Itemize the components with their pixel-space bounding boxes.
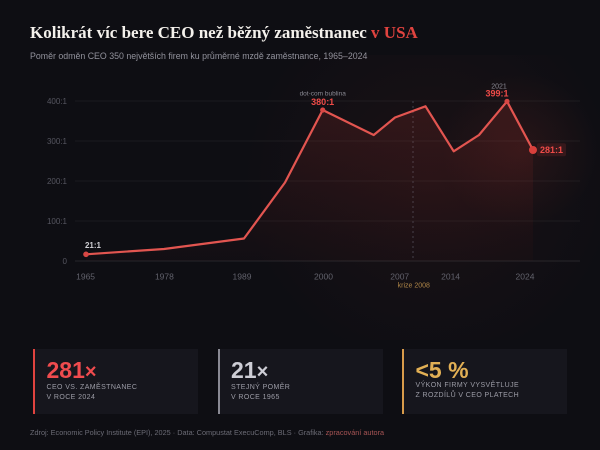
svg-text:krize 2008: krize 2008 (398, 283, 430, 290)
svg-text:380:1: 380:1 (311, 97, 334, 107)
svg-text:21:1: 21:1 (85, 241, 102, 250)
svg-text:399:1: 399:1 (485, 89, 508, 99)
svg-text:0: 0 (63, 257, 68, 266)
svg-text:100:1: 100:1 (47, 217, 68, 226)
svg-text:200:1: 200:1 (47, 177, 68, 186)
svg-text:2014: 2014 (441, 272, 460, 282)
svg-text:1978: 1978 (155, 272, 174, 282)
svg-text:1989: 1989 (233, 272, 252, 282)
svg-text:300:1: 300:1 (47, 137, 68, 146)
svg-text:2007: 2007 (390, 272, 409, 282)
svg-text:2021: 2021 (491, 84, 507, 91)
svg-text:1965: 1965 (76, 272, 95, 282)
svg-text:400:1: 400:1 (47, 97, 68, 106)
svg-text:2000: 2000 (314, 272, 333, 282)
svg-text:281:1: 281:1 (540, 145, 563, 155)
svg-text:2024: 2024 (516, 272, 535, 282)
svg-text:dot-com bublina: dot-com bublina (300, 91, 347, 98)
